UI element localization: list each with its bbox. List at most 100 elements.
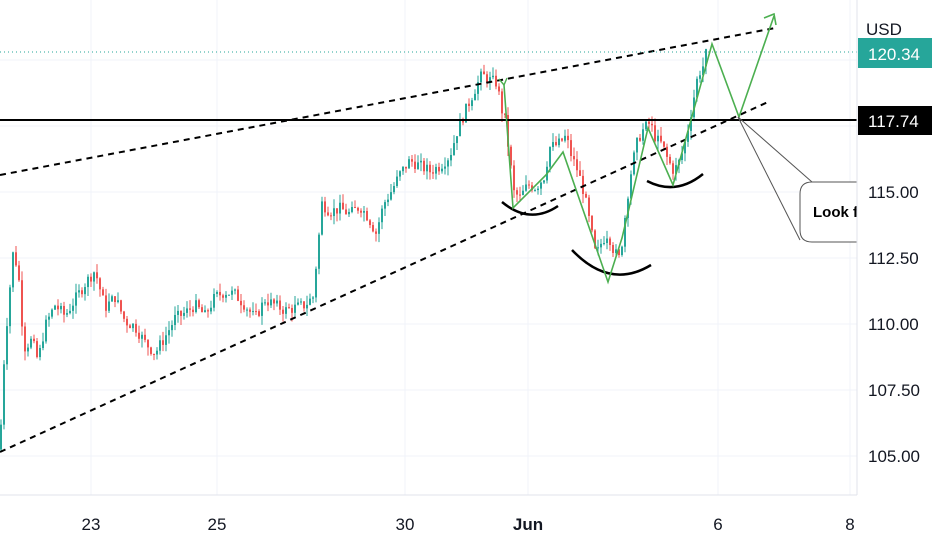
candle-body	[15, 252, 17, 266]
candle-body	[471, 100, 473, 106]
candle-body	[183, 312, 185, 316]
lower-trendline[interactable]	[0, 101, 769, 453]
candle-body	[321, 201, 323, 235]
candle-body	[654, 125, 656, 142]
candle-body	[669, 156, 671, 164]
currency-label: USD	[866, 20, 902, 39]
candle-body	[450, 154, 452, 161]
candle-body	[576, 159, 578, 171]
candle-body	[537, 188, 539, 191]
candle-body	[138, 332, 140, 339]
candle-body	[492, 75, 494, 78]
candle-body	[93, 272, 95, 282]
candle-body	[366, 210, 368, 221]
candle-body	[231, 290, 233, 295]
candle-body	[696, 78, 698, 98]
x-tick-label: 8	[845, 515, 854, 534]
candle-body	[597, 247, 599, 249]
candle-body	[405, 166, 407, 169]
candle-body	[459, 119, 461, 137]
candle-body	[675, 165, 677, 174]
candle-body	[90, 276, 92, 282]
y-tick-label: 105.00	[868, 447, 920, 466]
candle-body	[672, 163, 674, 174]
callout-box[interactable]: Look fo	[799, 181, 867, 243]
candle-body	[168, 330, 170, 336]
candle-body	[357, 207, 359, 211]
candle-body	[225, 294, 227, 298]
candle-body	[18, 265, 20, 281]
candle-body	[468, 103, 470, 106]
candle-body	[303, 301, 305, 309]
candle-body	[630, 174, 632, 199]
candle-body	[372, 225, 374, 232]
candle-body	[282, 309, 284, 314]
candle-body	[69, 310, 71, 314]
candle-body	[402, 166, 404, 172]
arc-pattern-1[interactable]	[501, 201, 559, 216]
zigzag-path[interactable]	[503, 15, 775, 285]
candle-body	[453, 143, 455, 155]
arc-pattern-3[interactable]	[646, 173, 704, 189]
last-price-label: 120.34	[868, 45, 920, 64]
candle-body	[150, 347, 152, 354]
candle-body	[519, 194, 521, 196]
candle-body	[96, 272, 98, 279]
candle-body	[501, 91, 503, 114]
candle-body	[204, 310, 206, 313]
candle-body	[159, 340, 161, 351]
price-ticks: 115.00 112.50 110.00 107.50 105.00	[868, 183, 920, 466]
candle-body	[570, 140, 572, 157]
candle-body	[606, 238, 608, 244]
candle-body	[285, 307, 287, 314]
candle-body	[456, 136, 458, 144]
candle-body	[294, 304, 296, 313]
candle-body	[351, 207, 353, 212]
candle-body	[60, 305, 62, 310]
candle-body	[228, 294, 230, 296]
price-axis-background	[857, 0, 932, 495]
candle-body	[210, 307, 212, 312]
vertical-grid	[90, 0, 851, 495]
candle-body	[81, 290, 83, 295]
candle-body	[300, 301, 302, 303]
candle-body	[153, 353, 155, 355]
candle-body	[297, 302, 299, 305]
candle-body	[186, 308, 188, 313]
candle-body	[504, 113, 506, 115]
candle-body	[489, 77, 491, 83]
candle-body	[555, 142, 557, 146]
candle-body	[645, 121, 647, 130]
candle-body	[276, 300, 278, 304]
candle-body	[312, 297, 314, 299]
candle-body	[387, 199, 389, 203]
candle-body	[543, 180, 545, 183]
candle-body	[378, 222, 380, 234]
candle-body	[240, 300, 242, 306]
candle-body	[495, 75, 497, 87]
candle-body	[591, 215, 593, 231]
candle-body	[609, 238, 611, 246]
candle-body	[684, 141, 686, 154]
candle-body	[48, 316, 50, 320]
callout-pointer-1	[737, 116, 801, 241]
candle-body	[273, 299, 275, 304]
candle-body	[117, 300, 119, 303]
last-price-badge[interactable]: 120.34	[858, 38, 932, 68]
candle-body	[483, 71, 485, 75]
zigzag-arrowhead	[763, 12, 777, 26]
candle-body	[243, 305, 245, 310]
candle-body	[45, 319, 47, 342]
candle-body	[642, 129, 644, 141]
candle-body	[390, 192, 392, 200]
candle-body	[87, 276, 89, 288]
level-price-label: 117.74	[868, 112, 919, 131]
candle-body	[237, 289, 239, 301]
x-tick-label: 30	[396, 515, 415, 534]
candle-body	[309, 298, 311, 305]
candle-body	[432, 172, 434, 174]
level-price-badge[interactable]: 117.74	[858, 106, 932, 135]
candle-body	[567, 135, 569, 141]
candle-body	[216, 291, 218, 294]
